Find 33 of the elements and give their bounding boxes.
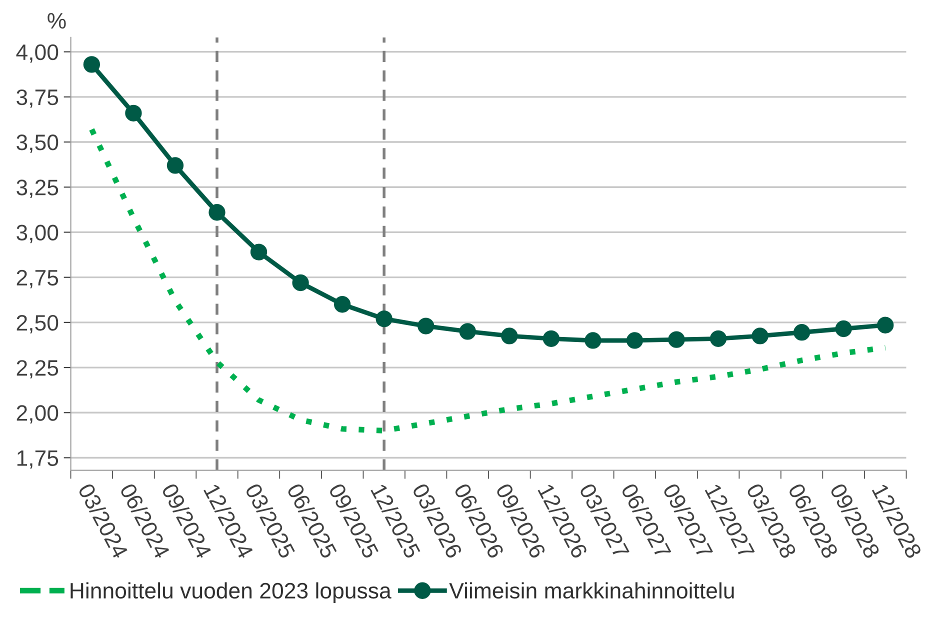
y-tick-label: 4,00: [16, 44, 58, 63]
point: [125, 104, 142, 122]
point: [793, 324, 810, 341]
y-tick-label: 2,50: [16, 314, 58, 334]
point: [418, 318, 434, 334]
y-tick-label: 2,25: [16, 360, 58, 378]
point: [877, 316, 894, 334]
point: [835, 320, 852, 338]
legend-label: Hinnoittelu vuoden 2023 lopussa: [70, 582, 392, 603]
point: [752, 328, 768, 344]
y-tick-label: 2,75: [16, 270, 58, 288]
point: [542, 330, 560, 347]
y-tick-label: 3,75: [16, 89, 58, 108]
y-tick-label: 3,25: [16, 180, 58, 198]
point: [501, 328, 518, 344]
point: [459, 323, 476, 340]
point: [710, 330, 727, 347]
legend-label: Viimeisin markkinahinnoittelu: [449, 582, 734, 599]
point: [208, 204, 226, 221]
point: [626, 332, 644, 349]
point: [584, 332, 602, 349]
point: [292, 274, 309, 292]
y-tick-label: 3,00: [16, 224, 58, 244]
point: [83, 56, 100, 73]
point: [166, 157, 184, 174]
y-axis-title: %: [48, 13, 66, 29]
y-tick-label: 3,50: [16, 134, 58, 153]
point: [250, 244, 268, 260]
y-tick-label: 2,00: [16, 405, 58, 424]
point: [376, 310, 392, 328]
y-tick-label: 1,75: [17, 450, 58, 469]
point: [334, 296, 351, 313]
point: [668, 331, 685, 348]
